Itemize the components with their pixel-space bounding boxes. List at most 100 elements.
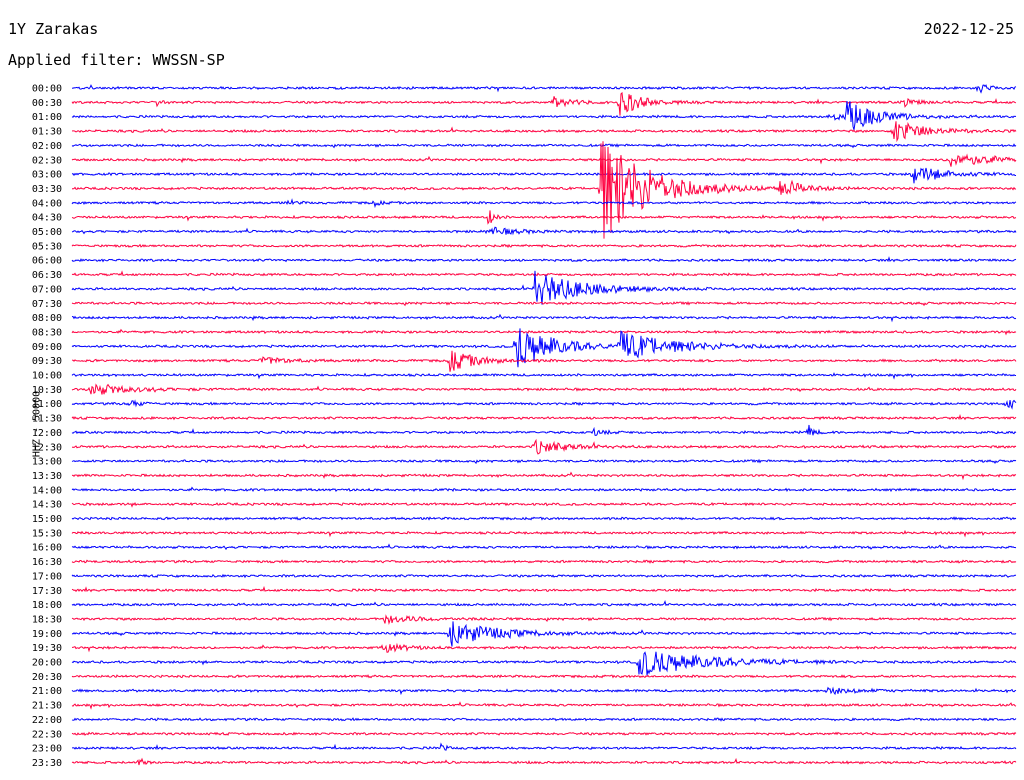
trace-line — [71, 243, 1017, 249]
trace-line — [71, 599, 1017, 607]
time-tick-label: 05:30 — [32, 241, 62, 252]
time-tick-label: 01:30 — [32, 127, 62, 138]
trace-line — [71, 642, 1017, 653]
trace-line — [71, 91, 1017, 116]
trace-line — [71, 84, 1017, 94]
time-tick-label: 06:30 — [32, 270, 62, 281]
time-tick-label: 05:00 — [32, 227, 62, 238]
time-tick-label: 16:00 — [32, 543, 62, 554]
time-tick-label: 00:00 — [32, 84, 62, 95]
trace-line — [71, 614, 1017, 625]
trace-line — [71, 313, 1017, 323]
trace-line — [71, 414, 1017, 421]
trace-line — [71, 399, 1017, 410]
trace-line — [71, 731, 1017, 737]
trace-line — [71, 167, 1017, 184]
trace-line — [71, 226, 1017, 236]
trace-line — [71, 143, 1017, 149]
trace-line — [71, 621, 1017, 647]
time-tick-label: 17:00 — [32, 571, 62, 582]
trace-line — [71, 270, 1017, 305]
time-tick-label: 23:30 — [32, 758, 62, 769]
time-tick-label: 18:30 — [32, 614, 62, 625]
trace-line — [71, 350, 1017, 372]
trace-line — [71, 300, 1017, 307]
time-tick-label: 12:30 — [32, 442, 62, 453]
trace-line — [71, 256, 1017, 263]
date-label: 2022-12-25 — [923, 20, 1014, 38]
time-tick-label: 07:30 — [32, 299, 62, 310]
trace-line — [71, 328, 1017, 336]
time-tick-label: 15:30 — [32, 528, 62, 539]
trace-line — [71, 153, 1017, 167]
trace-line — [71, 141, 1017, 239]
time-tick-label: 16:30 — [32, 557, 62, 568]
trace-line — [71, 516, 1017, 521]
trace-line — [71, 701, 1017, 710]
time-tick-label: 11:30 — [32, 414, 62, 425]
time-tick-label: 03:00 — [32, 170, 62, 181]
time-tick-label: 15:00 — [32, 514, 62, 525]
trace-line — [71, 543, 1017, 551]
time-tick-label: 20:30 — [32, 672, 62, 683]
time-tick-label: 18:00 — [32, 600, 62, 611]
trace-line — [71, 559, 1017, 564]
trace-line — [71, 383, 1017, 395]
trace-line — [71, 651, 1017, 676]
trace-line — [71, 438, 1017, 455]
time-tick-label: 19:00 — [32, 629, 62, 640]
time-tick-label: 14:30 — [32, 500, 62, 511]
time-tick-label: 13:30 — [32, 471, 62, 482]
time-tick-label: 19:30 — [32, 643, 62, 654]
trace-line — [71, 270, 1017, 277]
time-tick-label: 14:00 — [32, 485, 62, 496]
trace-line — [71, 585, 1017, 593]
time-tick-label: 12:00 — [32, 428, 62, 439]
trace-line — [71, 529, 1017, 538]
time-tick-label: 10:00 — [32, 371, 62, 382]
trace-line — [71, 424, 1017, 436]
trace-line — [71, 210, 1017, 225]
station-title: 1Y Zarakas — [8, 20, 99, 38]
time-tick-label: 02:30 — [32, 155, 62, 166]
time-tick-label: 13:00 — [32, 457, 62, 468]
time-tick-label: 22:30 — [32, 729, 62, 740]
time-tick-label: 11:00 — [32, 399, 62, 410]
trace-line — [71, 121, 1017, 143]
trace-line — [71, 458, 1017, 465]
time-tick-label: 09:00 — [32, 342, 62, 353]
time-tick-label: 10:30 — [32, 385, 62, 396]
filter-label: Applied filter: WWSSN-SP — [8, 51, 225, 69]
time-tick-label: 08:30 — [32, 327, 62, 338]
time-tick-label: 07:00 — [32, 284, 62, 295]
time-tick-label: 08:00 — [32, 313, 62, 324]
time-tick-label: 23:00 — [32, 744, 62, 755]
time-tick-label: 00:30 — [32, 98, 62, 109]
time-tick-label: 21:00 — [32, 686, 62, 697]
trace-line — [71, 717, 1017, 722]
time-tick-label: 21:30 — [32, 701, 62, 712]
trace-line — [71, 198, 1017, 209]
trace-line — [71, 486, 1017, 493]
trace-line — [71, 471, 1017, 481]
time-tick-label: 01:00 — [32, 112, 62, 123]
time-tick-label: 09:30 — [32, 356, 62, 367]
time-tick-label: 20:00 — [32, 658, 62, 669]
trace-line — [71, 372, 1016, 380]
time-tick-label: 04:30 — [32, 213, 62, 224]
trace-line — [71, 501, 1017, 508]
time-tick-label: 06:00 — [32, 256, 62, 267]
time-tick-label: 04:00 — [32, 198, 62, 209]
trace-line — [71, 742, 1017, 751]
trace-line — [71, 328, 1017, 368]
trace-line — [71, 101, 1017, 131]
time-tick-label: 22:00 — [32, 715, 62, 726]
trace-line — [71, 573, 1017, 579]
trace-line — [71, 686, 1017, 696]
time-tick-label: 17:30 — [32, 586, 62, 597]
trace-line — [71, 674, 1017, 679]
time-tick-label: 03:30 — [32, 184, 62, 195]
time-tick-label: 02:00 — [32, 141, 62, 152]
trace-line — [71, 757, 1017, 766]
